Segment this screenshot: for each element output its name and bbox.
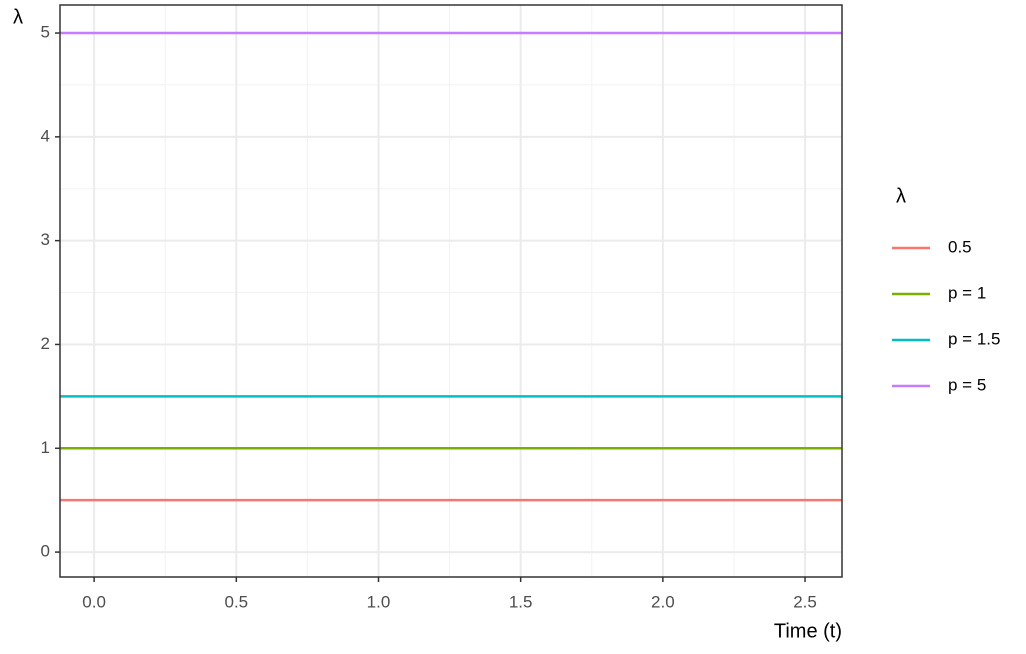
legend-title: λ <box>896 185 906 207</box>
legend-label: 0.5 <box>948 237 972 256</box>
x-tick-label: 2.0 <box>651 592 675 611</box>
y-tick-label: 3 <box>41 230 50 249</box>
y-axis-label: λ <box>13 6 23 28</box>
y-tick-label: 1 <box>41 438 50 457</box>
legend-label: p = 1 <box>948 283 986 302</box>
x-tick-label: 1.5 <box>509 592 533 611</box>
y-tick-label: 0 <box>41 542 50 561</box>
y-tick-label: 4 <box>41 126 50 145</box>
panel-border <box>59 4 843 578</box>
x-tick-label: 0.5 <box>224 592 248 611</box>
legend-label: p = 5 <box>948 375 986 394</box>
x-tick-label: 2.5 <box>793 592 817 611</box>
x-tick-label: 0.0 <box>82 592 106 611</box>
x-tick-label: 1.0 <box>367 592 391 611</box>
x-axis-label: Time (t) <box>774 620 842 642</box>
y-tick-label: 5 <box>41 23 50 42</box>
legend-label: p = 1.5 <box>948 329 1000 348</box>
y-tick-label: 2 <box>41 334 50 353</box>
